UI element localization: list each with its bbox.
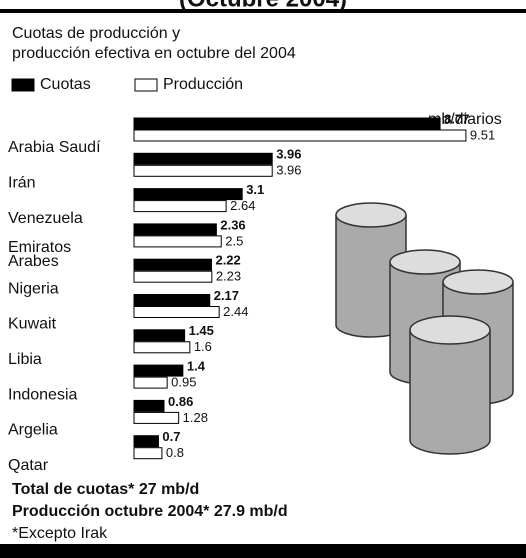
value-label: 9.51: [470, 127, 495, 142]
bar: [133, 129, 467, 142]
value-label: 0.86: [168, 394, 193, 409]
value-label: 8.77: [444, 111, 469, 126]
bar: [133, 341, 191, 354]
value-label: 0.8: [166, 445, 184, 460]
note: Producción octubre 2004* 27.9 mb/d: [12, 503, 288, 520]
bar: [133, 258, 212, 271]
bar: [133, 447, 163, 460]
value-label: 1.6: [194, 339, 212, 354]
category-label: Emiratos Arabes: [8, 239, 76, 270]
bar: [133, 223, 217, 236]
value-label: 2.64: [230, 198, 255, 213]
bar: [133, 235, 222, 248]
bar: [133, 329, 186, 342]
category-label: Indonesia: [8, 386, 77, 403]
value-label: 1.28: [183, 410, 208, 425]
value-label: 2.36: [220, 217, 245, 232]
bar: [133, 294, 211, 306]
value-label: 2.17: [214, 288, 239, 303]
category-label: Argelia: [8, 422, 58, 439]
value-label: 2.22: [215, 253, 240, 268]
bar: [133, 306, 220, 318]
legend-swatch: [11, 78, 35, 92]
barrels: [335, 202, 514, 455]
category-label: Irán: [8, 175, 36, 192]
note: Total de cuotas* 27 mb/d: [12, 481, 199, 498]
legend-label: Cuotas: [40, 76, 91, 93]
value-label: 1.45: [189, 323, 214, 338]
top-rule: [0, 9, 526, 13]
bar: [133, 152, 273, 165]
category-label: Qatar: [8, 457, 49, 474]
legend-swatch: [134, 78, 158, 92]
legend-label: Producción: [163, 76, 243, 93]
value-label: 2.23: [216, 269, 241, 284]
category-label: Kuwait: [8, 316, 57, 333]
bar: [133, 399, 165, 412]
value-label: 0.7: [162, 429, 180, 444]
subtitle: Cuotas de producción y producción efecti…: [12, 25, 296, 62]
bar: [133, 411, 180, 424]
category-label: Libia: [8, 351, 42, 368]
value-label: 0.95: [171, 375, 196, 390]
value-label: 3.96: [276, 163, 301, 178]
unit-label: mb/diarios: [428, 111, 502, 128]
bar: [133, 270, 213, 283]
bar: [133, 164, 273, 177]
value-label: 3.1: [246, 182, 264, 197]
value-label: 3.96: [276, 147, 301, 162]
category-label: Venezuela: [8, 210, 83, 227]
bar: [133, 188, 243, 201]
category-label: Arabia Saudí: [8, 139, 101, 156]
value-label: 1.4: [187, 359, 206, 374]
bar: [133, 435, 159, 448]
bottom-rule: [0, 544, 526, 558]
category-label: Nigeria: [8, 280, 59, 297]
value-label: 2.5: [225, 233, 243, 248]
note: *Excepto Irak: [12, 525, 108, 542]
bar: [133, 200, 227, 213]
bar: [133, 376, 168, 389]
bar: [133, 364, 184, 377]
value-label: 2.44: [223, 304, 248, 319]
bar: [133, 117, 441, 130]
